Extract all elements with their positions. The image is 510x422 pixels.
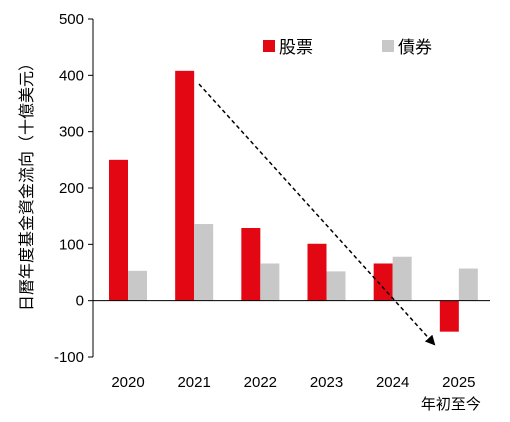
bar-equity-2022 — [241, 227, 261, 301]
bar-equity-2024 — [373, 263, 393, 301]
trend-arrow-line — [198, 83, 436, 346]
x-tick-label: 2021 — [177, 374, 210, 391]
y-tick-label: 300 — [59, 124, 84, 141]
y-tick-label: 400 — [59, 67, 84, 84]
bar-equity-2025 — [439, 300, 459, 332]
bar-bond-2025 — [458, 268, 478, 301]
y-axis-label: 日曆年度基金資金流向（十億美元） — [17, 55, 36, 311]
y-tick-label: -100 — [54, 349, 84, 366]
y-tick-label: 100 — [59, 236, 84, 253]
x-tick-label: 2024 — [376, 374, 409, 391]
legend-swatch — [382, 40, 394, 52]
bar-equity-2021 — [175, 70, 195, 301]
legend-label: 債券 — [398, 38, 432, 58]
y-axis: 500 400 300 200 100 0 -100 — [54, 11, 94, 366]
y-tick-label: 0 — [76, 293, 84, 310]
x-tick-label: 2023 — [310, 374, 343, 391]
y-tick-label: 200 — [59, 180, 84, 197]
bar-bond-2020 — [128, 270, 147, 301]
x-axis: 2020 2021 2022 2023 2024 2025 年初至今 — [93, 300, 490, 413]
bar-equity-2023 — [307, 243, 327, 301]
legend-swatch — [263, 40, 275, 52]
x-tick-label: 2025 — [442, 374, 475, 391]
bar-equity-2020 — [109, 159, 128, 301]
trend-arrow — [198, 83, 436, 346]
bar-bond-2022 — [260, 263, 280, 301]
bar-bond-2023 — [326, 271, 346, 301]
bar-bond-2021 — [194, 224, 214, 301]
bar-bond-2024 — [392, 256, 412, 301]
legend: 股票 債券 — [263, 38, 432, 58]
y-tick-label: 500 — [59, 11, 84, 28]
x-tick-label: 2020 — [111, 374, 144, 391]
x-tick-note: 年初至今 — [421, 395, 481, 413]
legend-label: 股票 — [279, 38, 313, 58]
bars — [109, 70, 478, 332]
x-tick-label: 2022 — [244, 374, 277, 391]
